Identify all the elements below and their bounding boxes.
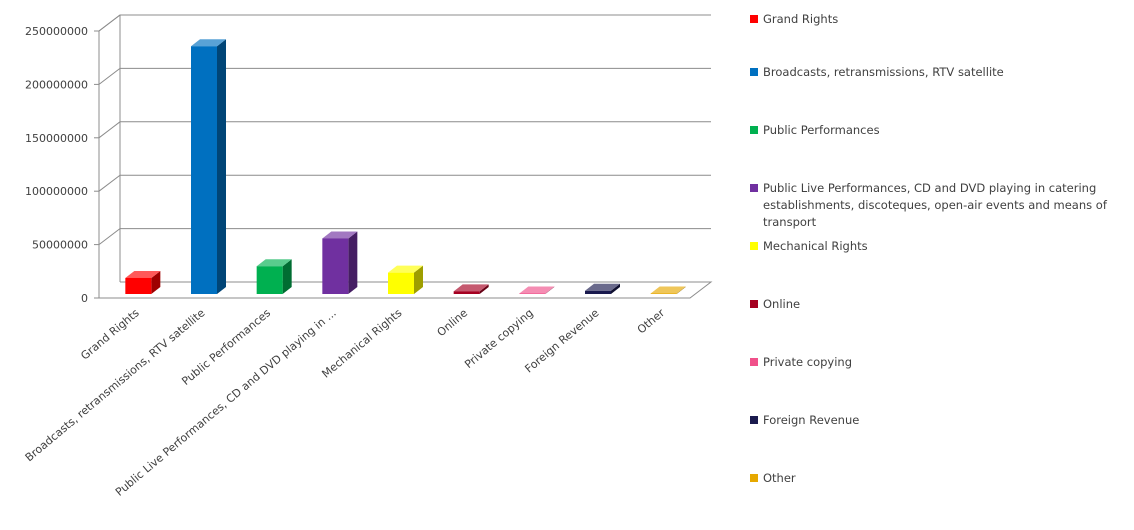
- bar-front: [453, 291, 480, 294]
- bar-front: [519, 293, 546, 294]
- bar-front: [256, 266, 283, 294]
- y-tick-label: 200000000: [25, 78, 88, 91]
- y-tick-label: 100000000: [25, 185, 88, 198]
- legend-swatch: [750, 15, 758, 23]
- legend-label: Grand Rights: [763, 12, 838, 26]
- y-tick-label: 250000000: [25, 25, 88, 38]
- bar-top: [388, 265, 423, 273]
- legend-swatch: [750, 242, 758, 250]
- legend-label: Public Performances: [763, 123, 880, 137]
- legend-swatch: [750, 300, 758, 308]
- legend-label: Broadcasts, retransmissions, RTV satelli…: [763, 65, 1004, 79]
- bar-side: [217, 39, 226, 294]
- bar-side: [414, 265, 423, 294]
- gridlines: [98, 14, 711, 245]
- bar: [388, 265, 423, 294]
- legend-label: transport: [763, 215, 817, 229]
- gridline: [98, 228, 711, 245]
- side-wall-edge: [98, 14, 121, 298]
- x-tick-label: Public Live Performances, CD and DVD pla…: [113, 306, 339, 498]
- bar: [585, 283, 620, 294]
- legend-item: Private copying: [750, 355, 852, 369]
- bar: [453, 284, 489, 294]
- bar-side: [545, 286, 555, 294]
- legend-item: Other: [750, 471, 796, 485]
- x-tick-label: Private copying: [462, 306, 536, 371]
- gridline: [98, 174, 711, 192]
- bar-front: [650, 293, 677, 294]
- legend-item: Grand Rights: [750, 12, 838, 26]
- bar-side: [676, 286, 686, 294]
- bar: [650, 286, 686, 294]
- bar: [125, 270, 161, 294]
- bar-side: [151, 270, 161, 294]
- legend-swatch: [750, 474, 758, 482]
- legend-item: Public Performances: [750, 123, 880, 137]
- x-tick-label: Grand Rights: [78, 306, 142, 362]
- legend-swatch: [750, 126, 758, 134]
- gridline: [98, 121, 711, 139]
- bar-front: [191, 46, 217, 294]
- bar-top: [650, 286, 686, 294]
- legend: Grand Rights Broadcasts, retransmissions,…: [750, 12, 1108, 485]
- legend-swatch: [750, 68, 758, 76]
- legend-label: Mechanical Rights: [763, 239, 868, 253]
- bar-side: [611, 283, 620, 294]
- bar-top: [125, 270, 161, 278]
- y-tick-label: 0: [81, 292, 88, 305]
- bar: [191, 39, 226, 294]
- bar-front: [388, 272, 414, 294]
- bar-side: [348, 231, 358, 294]
- legend-item: Mechanical Rights: [750, 239, 868, 253]
- x-tick-label: Online: [435, 306, 471, 339]
- legend-item: Online: [750, 297, 800, 311]
- bars: [125, 39, 686, 294]
- bar-front: [322, 238, 349, 294]
- bar-top: [191, 39, 226, 47]
- bar-top: [453, 284, 489, 292]
- legend-swatch: [750, 184, 758, 192]
- legend-item: Foreign Revenue: [750, 413, 859, 427]
- bar: [519, 286, 555, 294]
- y-axis: 0 50000000 100000000 150000000 200000000 2500…: [25, 25, 99, 305]
- legend-label: Public Live Performances, CD and DVD pla…: [763, 181, 1096, 195]
- gridline: [98, 14, 711, 32]
- bar-top: [585, 283, 620, 291]
- bar-front: [585, 290, 611, 294]
- bar-side: [282, 259, 292, 294]
- bar-top: [322, 231, 358, 239]
- bar: [322, 231, 358, 294]
- bar-top: [519, 286, 555, 294]
- bar-front: [125, 277, 152, 294]
- legend-item: Public Live Performances, CD and DVD pla…: [750, 181, 1108, 229]
- legend-label: Online: [763, 297, 800, 311]
- bar: [256, 259, 292, 294]
- plot-walls: [98, 14, 713, 299]
- bar-side: [479, 284, 489, 294]
- y-tick-label: 150000000: [25, 132, 88, 145]
- legend-label: Foreign Revenue: [763, 413, 859, 427]
- x-tick-label: Other: [635, 306, 668, 336]
- legend-label: Private copying: [763, 355, 852, 369]
- legend-swatch: [750, 358, 758, 366]
- gridline: [98, 67, 711, 85]
- legend-item: Broadcasts, retransmissions, RTV satelli…: [750, 65, 1004, 79]
- legend-swatch: [750, 416, 758, 424]
- y-tick-label: 50000000: [32, 239, 88, 252]
- legend-label: establishments, discoteques, open-air ev…: [763, 198, 1108, 212]
- legend-label: Other: [763, 471, 796, 485]
- bar-top: [256, 259, 292, 267]
